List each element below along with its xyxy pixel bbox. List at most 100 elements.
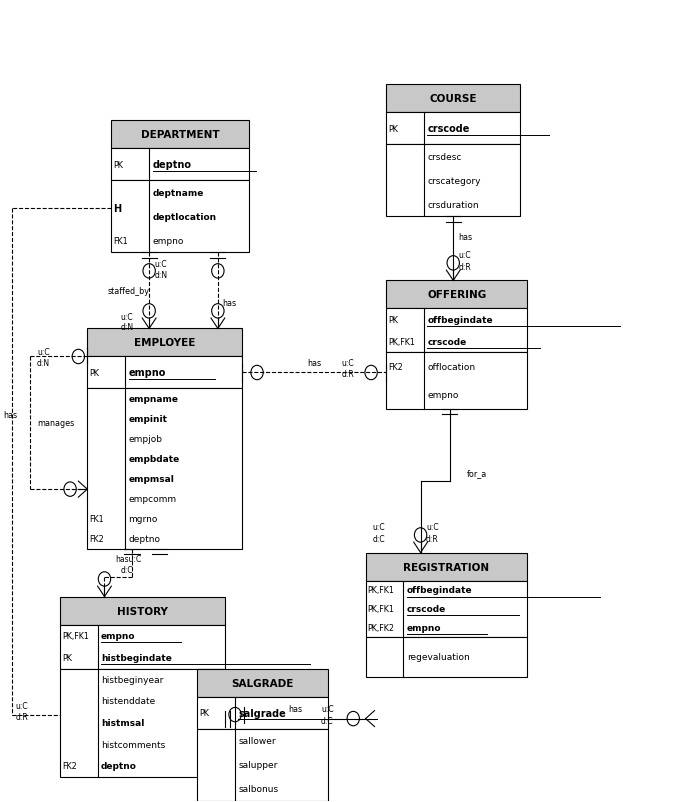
Text: u:C: u:C <box>321 705 333 714</box>
Text: deptno: deptno <box>128 534 161 544</box>
Text: histbeginyear: histbeginyear <box>101 675 164 684</box>
Bar <box>386 309 527 353</box>
Text: offbegindate: offbegindate <box>428 315 493 325</box>
Text: has: has <box>223 298 237 307</box>
Text: salbonus: salbonus <box>239 784 279 793</box>
Bar <box>197 669 328 697</box>
Text: REGISTRATION: REGISTRATION <box>403 562 489 572</box>
Text: empinit: empinit <box>128 415 168 423</box>
Text: FK1: FK1 <box>113 237 128 245</box>
Text: d:R: d:R <box>15 712 28 721</box>
Text: deptno: deptno <box>152 160 192 170</box>
Bar <box>60 597 225 625</box>
Text: PK,FK1: PK,FK1 <box>62 631 89 640</box>
Bar <box>88 357 242 389</box>
Bar <box>386 113 520 145</box>
Text: salupper: salupper <box>239 760 278 769</box>
Text: FK2: FK2 <box>89 534 104 544</box>
Bar <box>111 149 249 181</box>
Text: PK,FK2: PK,FK2 <box>368 623 395 632</box>
Text: EMPLOYEE: EMPLOYEE <box>134 338 195 348</box>
Text: u:C: u:C <box>155 260 167 269</box>
Bar <box>386 282 527 309</box>
Text: has: has <box>3 411 17 419</box>
Bar <box>88 329 242 357</box>
Text: d:N: d:N <box>120 323 133 332</box>
Text: FK2: FK2 <box>388 363 403 371</box>
Text: offbegindate: offbegindate <box>407 585 473 594</box>
Text: crscode: crscode <box>407 604 446 614</box>
Text: FK2: FK2 <box>62 761 77 771</box>
Bar <box>366 581 527 637</box>
Text: PK: PK <box>388 125 398 134</box>
Text: d:N: d:N <box>37 358 50 367</box>
Text: u:C: u:C <box>342 359 354 368</box>
Text: for_a: for_a <box>467 468 487 477</box>
Text: empbdate: empbdate <box>128 455 180 464</box>
Text: PK: PK <box>89 369 99 378</box>
Text: empno: empno <box>128 368 166 378</box>
Text: mgrno: mgrno <box>128 514 158 524</box>
Text: has: has <box>459 233 473 241</box>
Text: histbegindate: histbegindate <box>101 654 172 662</box>
Text: u:C: u:C <box>15 702 28 711</box>
Text: u:C: u:C <box>120 313 133 322</box>
Text: PK,FK1: PK,FK1 <box>388 338 415 346</box>
Text: OFFERING: OFFERING <box>427 290 486 300</box>
Text: deptno: deptno <box>101 761 137 771</box>
Text: crsdesc: crsdesc <box>428 152 462 162</box>
Text: PK: PK <box>199 708 209 717</box>
Text: crscategory: crscategory <box>428 176 481 186</box>
Bar <box>386 353 527 409</box>
Text: d:R: d:R <box>426 534 439 543</box>
Text: empno: empno <box>152 237 184 245</box>
Text: FK1: FK1 <box>89 514 104 524</box>
Text: u:C: u:C <box>373 523 385 532</box>
Text: PK: PK <box>113 160 124 170</box>
Text: H: H <box>113 205 121 214</box>
Text: SALGRADE: SALGRADE <box>231 678 294 688</box>
Bar <box>197 697 328 729</box>
Text: PK,FK1: PK,FK1 <box>368 585 395 594</box>
Text: crscode: crscode <box>428 338 466 346</box>
Text: histenddate: histenddate <box>101 697 155 706</box>
Text: d:R: d:R <box>459 262 471 271</box>
Bar <box>366 553 527 581</box>
Text: offlocation: offlocation <box>428 363 475 371</box>
Text: manages: manages <box>37 419 75 427</box>
Text: PK,FK1: PK,FK1 <box>368 604 395 614</box>
Bar <box>111 121 249 149</box>
Text: hasu:C: hasu:C <box>115 555 141 564</box>
Bar <box>111 181 249 253</box>
Text: u:C: u:C <box>37 348 50 357</box>
Text: deptname: deptname <box>152 188 204 198</box>
Text: deptlocation: deptlocation <box>152 213 217 221</box>
Text: crsduration: crsduration <box>428 200 479 209</box>
Bar <box>88 389 242 549</box>
Text: regevaluation: regevaluation <box>407 652 470 661</box>
Bar <box>386 145 520 217</box>
Text: empno: empno <box>428 391 459 399</box>
Bar <box>366 637 527 677</box>
Bar <box>197 729 328 800</box>
Text: empjob: empjob <box>128 435 163 444</box>
Text: staffed_by: staffed_by <box>108 286 150 296</box>
Text: u:C: u:C <box>426 523 439 532</box>
Text: has: has <box>307 359 321 368</box>
Text: HISTORY: HISTORY <box>117 606 168 616</box>
Text: COURSE: COURSE <box>429 95 477 104</box>
Text: d:C: d:C <box>321 716 333 725</box>
Text: sallower: sallower <box>239 736 276 745</box>
Text: PK: PK <box>62 654 72 662</box>
Text: empname: empname <box>128 395 179 403</box>
Text: has: has <box>288 705 302 714</box>
Bar <box>60 669 225 776</box>
Bar <box>386 85 520 113</box>
Text: empmsal: empmsal <box>128 475 175 484</box>
Text: histmsal: histmsal <box>101 719 144 727</box>
Text: crscode: crscode <box>428 124 470 134</box>
Text: d:C: d:C <box>121 565 134 574</box>
Text: d:N: d:N <box>155 270 168 279</box>
Text: empcomm: empcomm <box>128 494 177 504</box>
Text: d:C: d:C <box>373 534 385 543</box>
